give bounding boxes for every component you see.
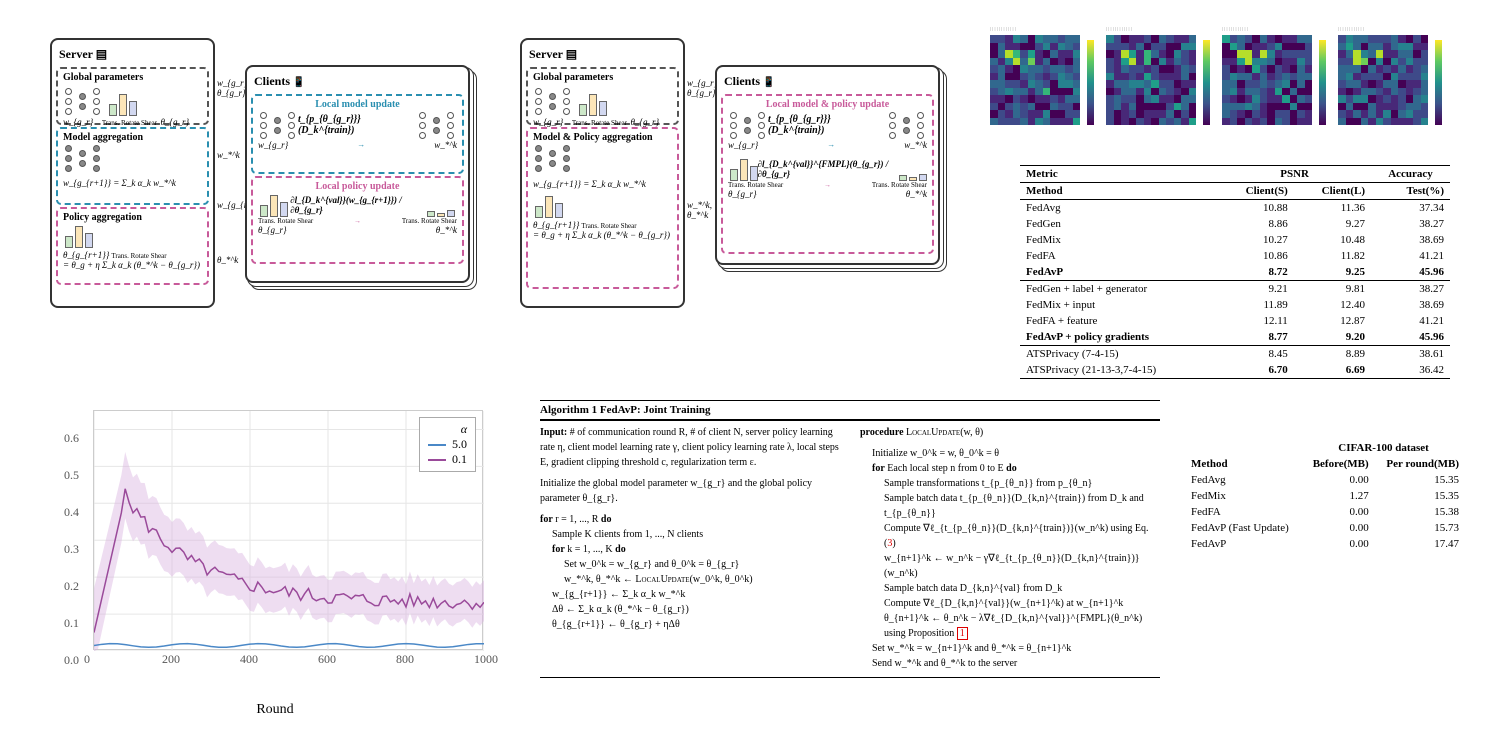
- table-row: FedFA0.0015.38: [1185, 504, 1465, 520]
- algo-left-col: Input: # of communication round R, # of …: [540, 425, 840, 671]
- heatmap-2: | | | | | | | | | | | |: [1106, 35, 1216, 145]
- server-panel: Server Global parameters w_{g_r} Trans. …: [520, 38, 685, 308]
- table-row: FedAvg0.0015.35: [1185, 472, 1465, 488]
- server-label: Server: [56, 44, 209, 65]
- table-row: FedAvP0.0017.47: [1185, 536, 1465, 552]
- table-row: FedFA10.8611.8241.21: [1020, 248, 1450, 264]
- heatmap-panels: | | | | | | | | | | | | | | | | | | | | …: [990, 35, 1470, 150]
- server-panel: Server Global parameters w_{g_r} Trans. …: [50, 38, 215, 308]
- table-row: FedAvP + policy gradients8.779.2045.96: [1020, 329, 1450, 346]
- table-row: ATSPrivacy (7-4-15)8.458.8938.61: [1020, 346, 1450, 363]
- server-label: Server: [526, 44, 679, 65]
- heatmap-1: | | | | | | | | | | | |: [990, 35, 1100, 145]
- algo-title: Algorithm 1 FedAvP: Joint Training: [540, 400, 1160, 420]
- nn-icon: [417, 110, 457, 140]
- colorbar: [1203, 40, 1210, 125]
- model-policy-agg-box: Model & Policy aggregation w_{g_{r+1}} =…: [526, 127, 679, 289]
- arch-diagram-right: Server Global parameters w_{g_r} Trans. …: [520, 30, 960, 320]
- table-row: FedGen + label + generator9.219.8138.27: [1020, 281, 1450, 298]
- algo-right-col: procedure LocalUpdate(w, θ)Initialize w_…: [860, 425, 1160, 671]
- local-model-box: Local model update t_{p_{θ_{g_r}}}(D_k^{…: [251, 94, 464, 174]
- global-params-box: Global parameters w_{g_r} Trans. Rotate …: [526, 67, 679, 125]
- table-row: FedAvg10.8811.3637.34: [1020, 200, 1450, 217]
- table-row: FedMix10.2710.4838.69: [1020, 232, 1450, 248]
- table-row: ATSPrivacy (21-13-3,7-4-15)6.706.6936.42: [1020, 362, 1450, 379]
- heatmap-3: | | | | | | | | | | | |: [1222, 35, 1332, 145]
- table-row: FedFA + feature12.1112.8741.21: [1020, 313, 1450, 329]
- table-row: FedMix1.2715.35: [1185, 488, 1465, 504]
- arch-diagram-left: Server Global parameters w_{g_r} Trans. …: [50, 30, 490, 320]
- memory-table: Method CIFAR-100 dataset Before(MB) Per …: [1185, 440, 1465, 552]
- table-row: FedAvP (Fast Update)0.0015.73: [1185, 520, 1465, 536]
- local-policy-box: Local policy update ∂l_{D_k^{val}}(w_{g_…: [251, 176, 464, 264]
- local-joint-box: Local model & policy update t_{p_{θ_{g_r…: [721, 94, 934, 254]
- bar-icon: [107, 91, 142, 116]
- heatmap-4: | | | | | | | | | | | |: [1338, 35, 1448, 145]
- convergence-chart: α 5.0 0.1 0.00.10.20.30.40.50.6020040060…: [55, 400, 495, 680]
- psnr-table: Metric PSNR Accuracy Method Client(S) Cl…: [1020, 165, 1450, 379]
- chart-legend: α 5.0 0.1: [419, 417, 476, 472]
- global-params-box: Global parameters w_{g_r} Trans. Rotate …: [56, 67, 209, 125]
- algorithm-box: Algorithm 1 FedAvP: Joint Training Input…: [540, 400, 1160, 720]
- colorbar: [1319, 40, 1326, 125]
- table-row: FedGen8.869.2738.27: [1020, 216, 1450, 232]
- nn-icon: [258, 110, 298, 140]
- nn-icon: [63, 143, 103, 173]
- model-agg-box: Model aggregation w_{g_{r+1}} = Σ_k α_k …: [56, 127, 209, 205]
- clients-label: Clients: [721, 71, 934, 92]
- table-row: FedAvP8.729.2545.96: [1020, 264, 1450, 281]
- clients-panel: Clients Local model update t_{p_{θ_{g_r}…: [245, 65, 470, 283]
- policy-agg-box: Policy aggregation θ_{g_{r+1}} Trans. Ro…: [56, 207, 209, 285]
- clients-panel: Clients Local model & policy update t_{p…: [715, 65, 940, 265]
- nn-icon: [63, 86, 103, 116]
- clients-label: Clients: [251, 71, 464, 92]
- x-axis-label: Round: [256, 702, 293, 718]
- colorbar: [1435, 40, 1442, 125]
- bar-icon: [63, 223, 98, 248]
- table-row: FedMix + input11.8912.4038.69: [1020, 297, 1450, 313]
- colorbar: [1087, 40, 1094, 125]
